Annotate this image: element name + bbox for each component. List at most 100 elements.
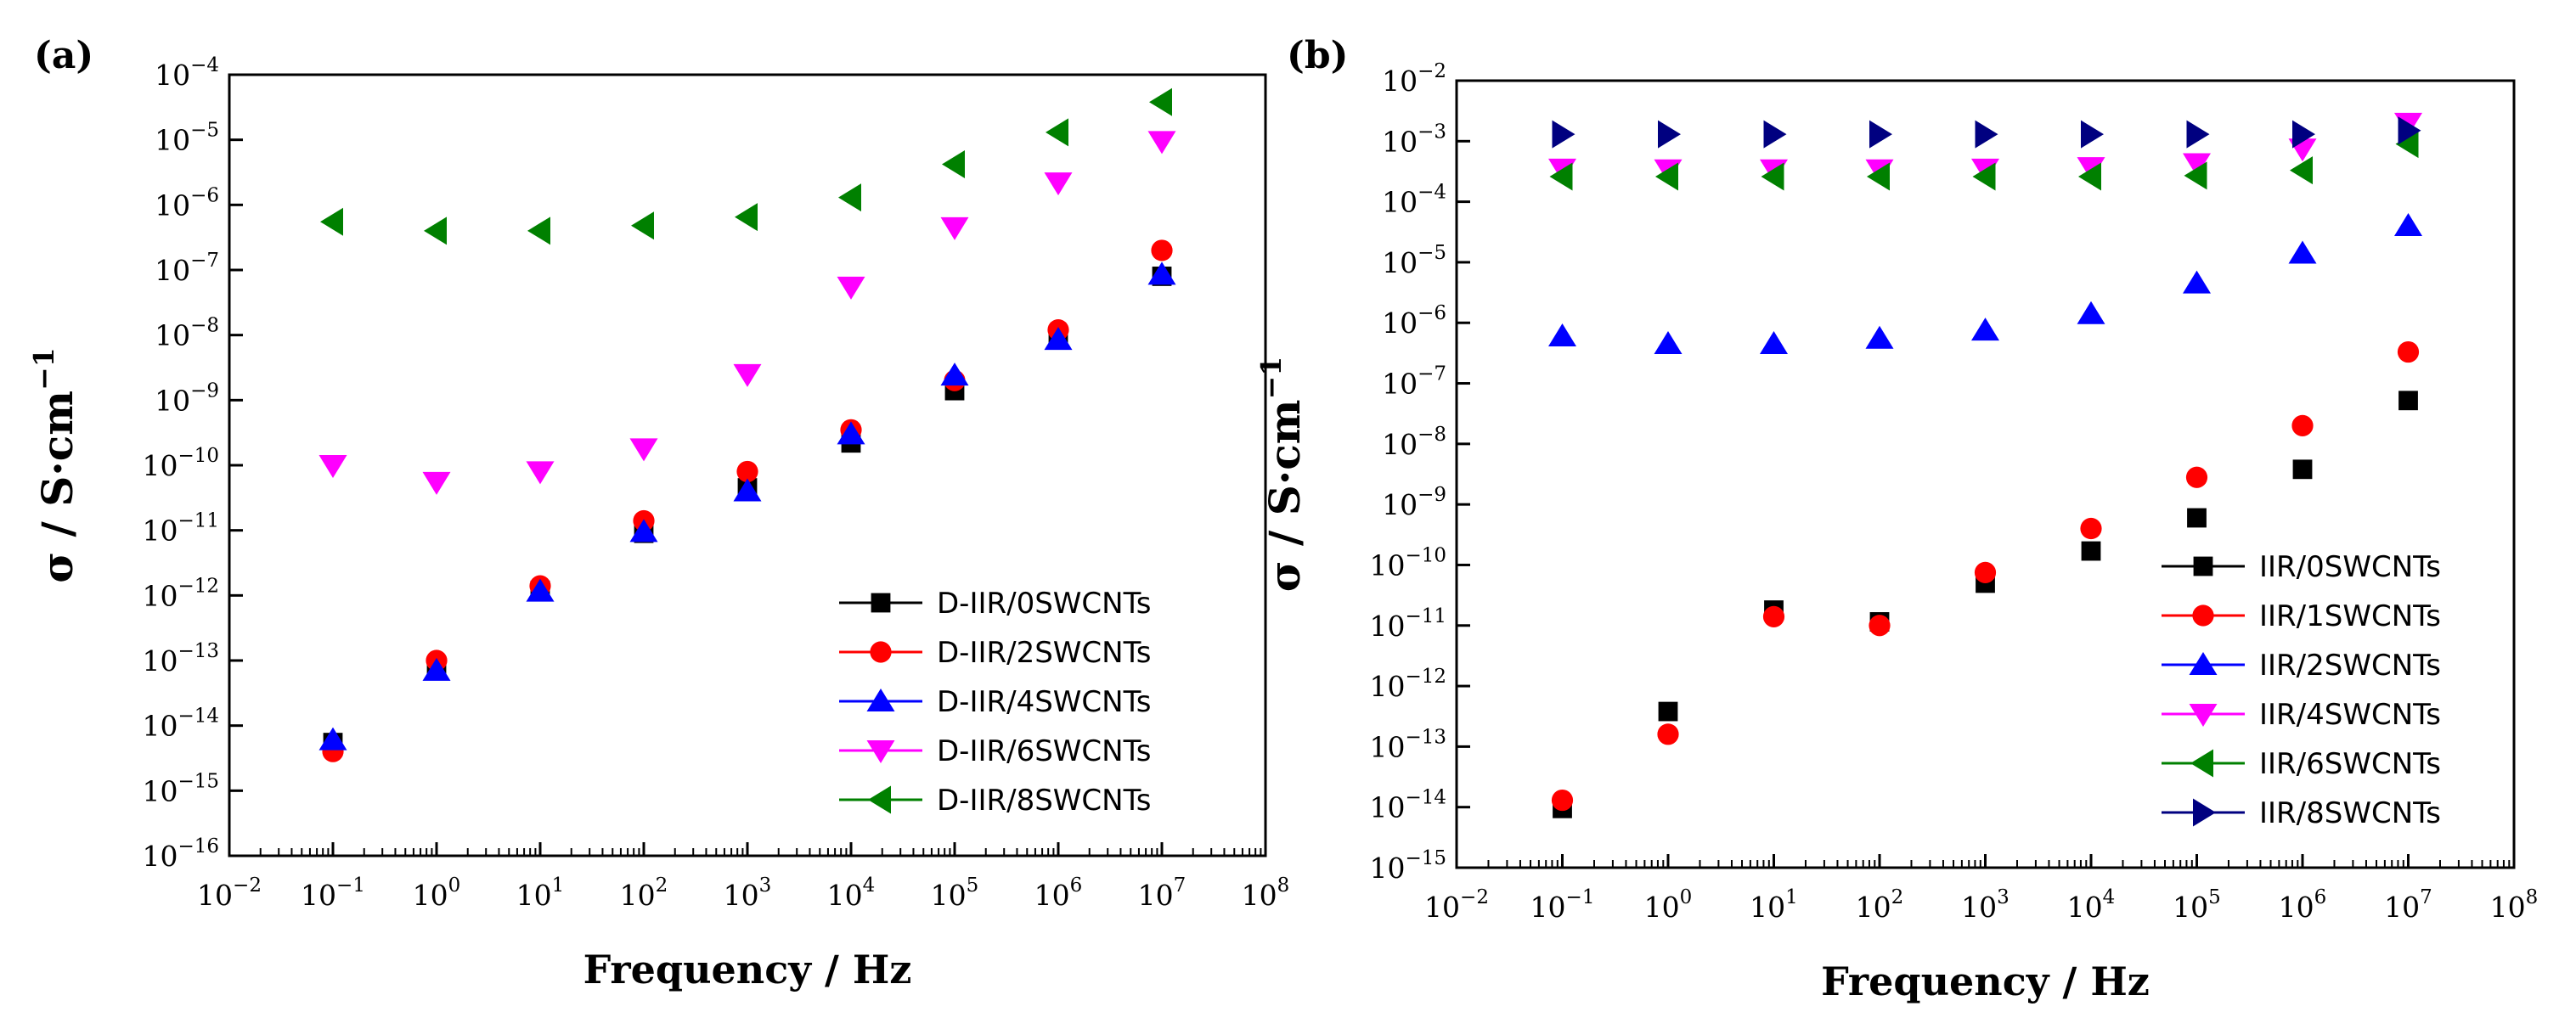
y-tick-label: 10−5 xyxy=(1382,242,1446,279)
y-tick-label: 10−12 xyxy=(1369,666,1446,703)
y-tick-label: 10−15 xyxy=(1369,847,1446,885)
data-point xyxy=(733,363,762,387)
legend-marker xyxy=(871,593,891,613)
data-point xyxy=(2184,161,2207,190)
data-point xyxy=(1046,118,1068,147)
y-tick-label: 10−7 xyxy=(155,250,219,287)
data-point xyxy=(1658,120,1681,149)
data-point xyxy=(2291,414,2314,436)
data-point xyxy=(1147,261,1176,285)
x-tick-label: 102 xyxy=(620,874,668,912)
legend-entry: IIR/1SWCNTs xyxy=(2259,599,2441,633)
legend-entry: D-IIR/0SWCNTs xyxy=(937,587,1151,621)
x-tick-label: 10−2 xyxy=(197,874,262,912)
y-tick-label: 10−7 xyxy=(1382,363,1446,401)
series-D-IIR/8SWCNTs xyxy=(320,87,1172,245)
data-point xyxy=(2398,116,2421,145)
x-tick-label: 104 xyxy=(2067,886,2116,924)
legend-marker xyxy=(2193,556,2213,576)
data-point xyxy=(2081,120,2104,149)
data-point xyxy=(733,478,762,502)
series-D-IIR/6SWCNTs xyxy=(318,131,1176,495)
data-point xyxy=(422,657,451,681)
data-point xyxy=(2292,459,2313,480)
data-point xyxy=(1971,318,1999,341)
data-point xyxy=(1761,162,1784,191)
y-axis-label: σ / S·cm−1 xyxy=(1254,357,1310,592)
y-tick-label: 10−10 xyxy=(142,445,219,482)
data-point xyxy=(320,207,343,236)
data-point xyxy=(837,421,865,445)
x-tick-label: 102 xyxy=(1856,886,1904,924)
data-point xyxy=(1760,330,1788,354)
data-point xyxy=(1147,131,1176,155)
data-point xyxy=(2290,156,2313,185)
data-point xyxy=(527,216,550,245)
y-tick-label: 10−6 xyxy=(1382,302,1446,340)
data-point xyxy=(1865,325,1894,349)
data-point xyxy=(2077,301,2105,324)
y-tick-label: 10−14 xyxy=(142,706,219,743)
data-point xyxy=(631,211,654,240)
x-tick-label: 108 xyxy=(1242,874,1290,912)
data-point xyxy=(942,150,965,179)
legend-entry: IIR/2SWCNTs xyxy=(2259,649,2441,683)
y-tick-label: 10−14 xyxy=(1369,787,1446,824)
y-tick-label: 10−15 xyxy=(142,770,219,807)
data-point xyxy=(1762,605,1785,627)
legend-entry: D-IIR/2SWCNTs xyxy=(937,636,1151,670)
y-tick-label: 10−8 xyxy=(155,315,219,352)
x-tick-label: 10−1 xyxy=(1530,886,1595,924)
data-point xyxy=(838,183,861,212)
legend-entry: D-IIR/6SWCNTs xyxy=(937,734,1151,768)
x-tick-label: 106 xyxy=(2279,886,2327,924)
x-axis-label: Frequency / Hz xyxy=(1821,959,2150,1004)
legend-entry: IIR/6SWCNTs xyxy=(2259,747,2441,781)
data-point xyxy=(2183,270,2211,294)
data-point xyxy=(1549,162,1573,191)
data-point xyxy=(1972,162,1996,191)
data-point xyxy=(2394,212,2422,236)
x-tick-label: 10−2 xyxy=(1424,886,1489,924)
x-tick-label: 100 xyxy=(413,874,461,912)
data-point xyxy=(837,276,865,300)
y-tick-label: 10−2 xyxy=(1382,60,1446,98)
data-point xyxy=(2077,157,2105,181)
legend-marker xyxy=(2192,604,2214,627)
panel-label: (a) xyxy=(34,34,93,77)
series-IIR/1SWCNTs xyxy=(1551,340,2420,812)
data-point xyxy=(2186,120,2210,149)
legend-marker xyxy=(868,785,891,814)
x-axis-label: Frequency / Hz xyxy=(583,947,912,992)
data-point xyxy=(2185,466,2208,488)
x-tick-label: 106 xyxy=(1034,874,1083,912)
data-point xyxy=(1869,120,1892,149)
x-tick-label: 103 xyxy=(1961,886,2010,924)
y-tick-label: 10−4 xyxy=(1382,182,1446,219)
data-point xyxy=(735,203,758,232)
x-tick-label: 104 xyxy=(827,874,876,912)
data-point xyxy=(2078,162,2101,191)
data-point xyxy=(1044,172,1073,196)
data-point xyxy=(629,438,658,462)
data-point xyxy=(940,363,969,386)
data-point xyxy=(318,727,347,751)
data-point xyxy=(2292,120,2315,149)
data-point xyxy=(736,460,758,483)
y-tick-label: 10−11 xyxy=(1369,605,1446,643)
data-point xyxy=(1655,162,1678,191)
x-tick-label: 103 xyxy=(724,874,772,912)
data-point xyxy=(526,461,555,485)
panel-label: (b) xyxy=(1287,34,1348,77)
legend-marker xyxy=(2193,798,2216,827)
data-point xyxy=(1044,327,1073,351)
data-point xyxy=(2397,340,2420,363)
data-point xyxy=(940,216,969,240)
y-tick-label: 10−6 xyxy=(155,184,219,222)
panel-a: 10−2 10−1 100 101 102 103 104 105 106 107 108 10−16… xyxy=(27,34,1289,992)
data-point xyxy=(1552,120,1575,149)
data-point xyxy=(2183,153,2211,177)
data-point xyxy=(1657,723,1679,745)
legend-marker xyxy=(2190,749,2213,778)
